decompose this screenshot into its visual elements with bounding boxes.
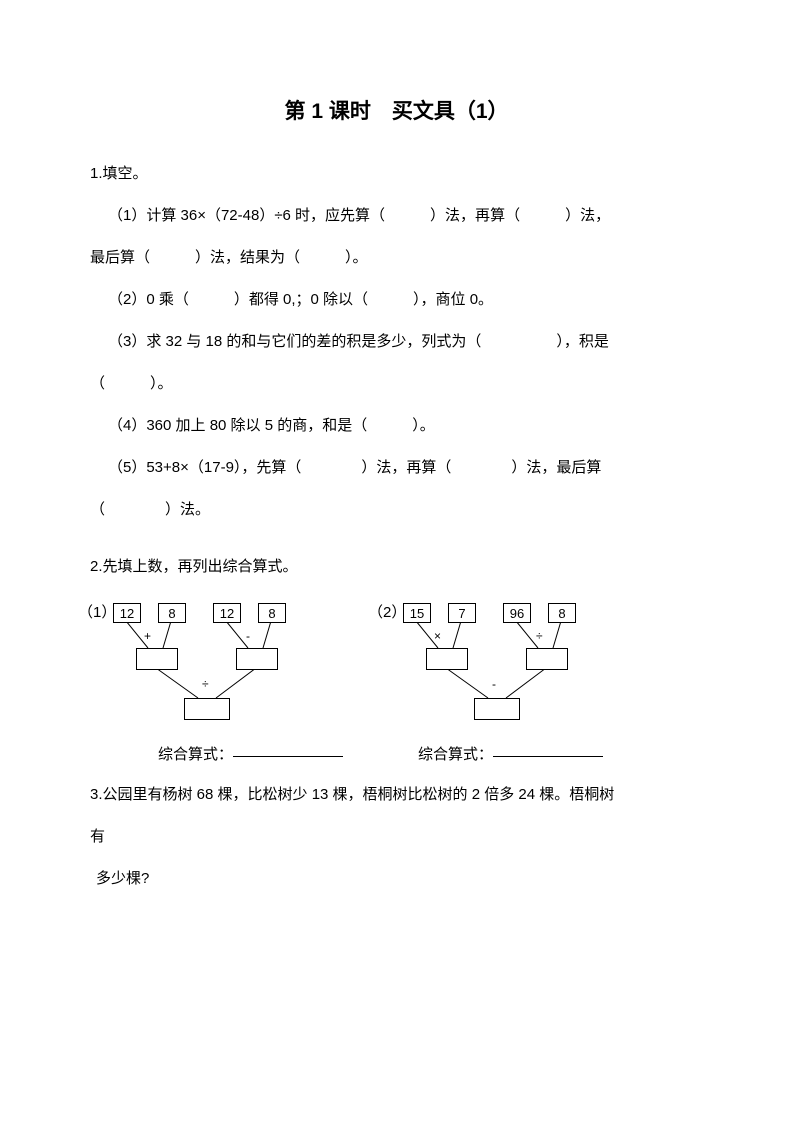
d1-op-bottom: ÷ [202,677,209,691]
d2-op-right: ÷ [536,629,543,643]
d1-op-right: - [246,629,250,643]
d1-box-2: 8 [158,603,186,623]
diagrams-row: （1） 12 8 12 8 + - ÷ [108,603,703,764]
d2-op-bottom: - [492,677,496,691]
q1-item-3a: （3）求 32 与 18 的和与它们的差的积是多少，列式为（ ），积是 [90,321,703,363]
d2-mid-1[interactable] [426,648,468,670]
d2-bot[interactable] [474,698,520,720]
d1-mid-2[interactable] [236,648,278,670]
d1-formula-blank[interactable] [233,755,343,757]
q3-line3: 多少棵? [90,858,703,900]
diagram-2-col: （2） 15 7 96 8 × ÷ - [398,603,648,764]
d2-formula-label: 综合算式： [418,746,493,763]
d2-box-1: 15 [403,603,431,623]
q3-line2: 有 [90,816,703,858]
d1-formula: 综合算式： [158,743,358,764]
q2-header: 2.先填上数，再列出综合算式。 [90,546,703,588]
d2-box-4: 8 [548,603,576,623]
q1-item-4: （4）360 加上 80 除以 5 的商，和是（ ）。 [90,405,703,447]
q1-item-5b: （ ）法。 [90,489,703,531]
d1-box-4: 8 [258,603,286,623]
d1-formula-label: 综合算式： [158,746,233,763]
q1-item-2: （2）0 乘（ ）都得 0,；0 除以（ ），商位 0。 [90,279,703,321]
diagram-1: （1） 12 8 12 8 + - ÷ [108,603,358,728]
q1-item-5a: （5）53+8×（17-9），先算（ ）法，再算（ ）法，最后算 [90,447,703,489]
q1-item-1a: （1）计算 36×（72-48）÷6 时，应先算（ ）法，再算（ ）法， [90,195,703,237]
d2-box-3: 96 [503,603,531,623]
q1-header: 1.填空。 [90,153,703,195]
d2-formula: 综合算式： [418,743,648,764]
d1-op-left: + [144,629,151,643]
d2-mid-2[interactable] [526,648,568,670]
q1-item-3b: （ ）。 [90,363,703,405]
d1-box-1: 12 [113,603,141,623]
diagram-2: （2） 15 7 96 8 × ÷ - [398,603,648,728]
q3-line1: 3.公园里有杨树 68 棵，比松树少 13 棵，梧桐树比松树的 2 倍多 24 … [90,774,703,816]
d1-bot[interactable] [184,698,230,720]
d1-mid-1[interactable] [136,648,178,670]
diagram-1-col: （1） 12 8 12 8 + - ÷ [108,603,358,764]
d1-box-3: 12 [213,603,241,623]
d2-box-2: 7 [448,603,476,623]
d2-formula-blank[interactable] [493,755,603,757]
d2-op-left: × [434,629,441,643]
page-title: 第 1 课时 买文具（1） [90,95,703,125]
q1-item-1b: 最后算（ ）法，结果为（ ）。 [90,237,703,279]
